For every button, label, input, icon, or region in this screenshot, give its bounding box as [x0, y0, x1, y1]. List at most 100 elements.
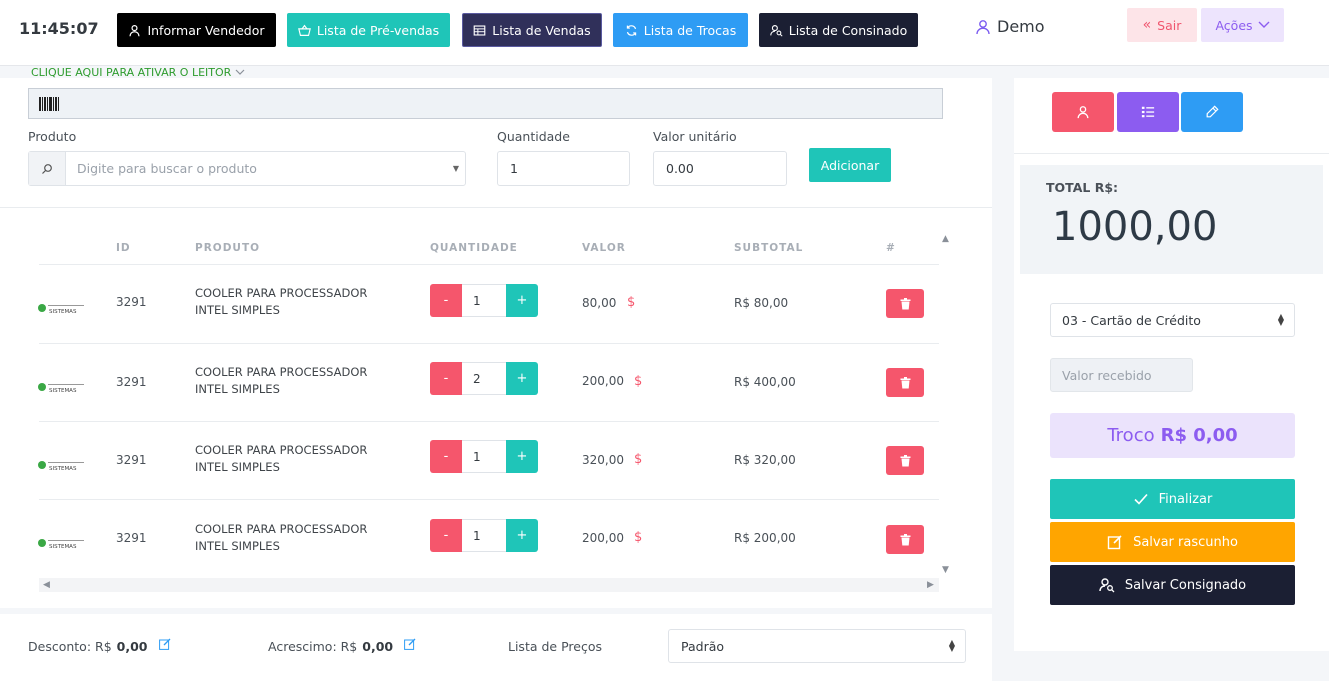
desconto-value: 0,00	[116, 639, 148, 654]
edit-sale-button[interactable]	[1181, 92, 1243, 132]
desconto: Desconto: R$ 0,00	[28, 638, 171, 654]
lista-trocas-label: Lista de Trocas	[643, 22, 737, 38]
finalizar-button[interactable]: Finalizar	[1050, 479, 1295, 519]
valor-recebido-input[interactable]: Valor recebido	[1050, 358, 1193, 392]
payment-method-select[interactable]: 03 - Cartão de Crédito ▲ ▼	[1050, 303, 1295, 337]
adicionar-button[interactable]: Adicionar	[809, 148, 891, 182]
acrescimo-label: Acrescimo: R$	[268, 639, 358, 654]
row-id: 3291	[116, 295, 147, 309]
caret-down-icon: ▼	[452, 164, 460, 173]
edit-icon[interactable]	[158, 638, 171, 650]
acoes-dropdown[interactable]: Ações	[1201, 8, 1284, 42]
product-search-select[interactable]: Digite para buscar o produto ▼	[28, 151, 466, 186]
increase-button[interactable]: +	[506, 440, 538, 473]
product-search-placeholder: Digite para buscar o produto	[77, 161, 257, 176]
double-chevron-left-icon: «	[1142, 17, 1152, 33]
edit-price-icon[interactable]: $	[634, 374, 643, 389]
activate-reader-link[interactable]: CLIQUE AQUI PARA ATIVAR O LEITOR	[31, 66, 245, 79]
row-valor: 320,00	[582, 453, 624, 467]
delete-row-button[interactable]	[886, 446, 924, 475]
lista-trocas-button[interactable]: Lista de Trocas	[613, 13, 748, 47]
salvar-consignado-button[interactable]: Salvar Consignado	[1050, 565, 1295, 605]
quantidade-input[interactable]: 1	[497, 151, 630, 186]
edit-price-icon[interactable]: $	[634, 530, 643, 545]
decrease-button[interactable]: -	[430, 362, 462, 395]
search-icon	[29, 152, 66, 185]
total-label: TOTAL R$:	[1046, 180, 1119, 195]
increase-button[interactable]: +	[506, 362, 538, 395]
lista-vendas-label: Lista de Vendas	[492, 22, 591, 38]
edit-price-icon[interactable]: $	[634, 452, 643, 467]
delete-row-button[interactable]	[886, 289, 924, 318]
valor-unitario-input[interactable]: 0.00	[653, 151, 787, 186]
list-button[interactable]	[1117, 92, 1179, 132]
edit-icon[interactable]	[404, 638, 416, 650]
lista-pre-vendas-label: Lista de Pré-vendas	[316, 22, 440, 38]
row-valor: 80,00	[582, 296, 617, 310]
row-product-name: COOLER PARA PROCESSADOR INTEL SIMPLES	[195, 286, 368, 317]
quantity-stepper: - 1 +	[430, 519, 538, 552]
lista-pre-vendas-button[interactable]: Lista de Pré-vendas	[287, 13, 450, 47]
quantity-value[interactable]: 1	[462, 440, 506, 473]
user-icon	[1077, 106, 1089, 119]
decrease-button[interactable]: -	[430, 440, 462, 473]
col-header-actions: #	[886, 242, 896, 254]
user-menu[interactable]: Demo	[975, 17, 1045, 36]
horizontal-scrollbar[interactable]	[39, 578, 939, 592]
informar-vendedor-button[interactable]: Informar Vendedor	[117, 13, 276, 47]
user-icon	[976, 19, 990, 34]
barcode-input[interactable]	[28, 88, 943, 119]
product-logo: SISTEMAS	[38, 539, 84, 550]
increase-button[interactable]: +	[506, 519, 538, 552]
quantity-value[interactable]: 1	[462, 284, 506, 317]
scroll-left-arrow-icon[interactable]: ◀	[43, 580, 50, 590]
salvar-rascunho-button[interactable]: Salvar rascunho	[1050, 522, 1295, 562]
product-logo: SISTEMAS	[38, 304, 84, 315]
quantity-stepper: - 1 +	[430, 440, 538, 473]
desconto-label: Desconto: R$	[28, 639, 112, 654]
row-id: 3291	[116, 531, 147, 545]
sair-button[interactable]: « Sair	[1127, 8, 1197, 42]
clock: 11:45:07	[19, 19, 99, 38]
total-box	[1020, 165, 1323, 274]
edit-price-icon[interactable]: $	[627, 295, 636, 310]
troco-value: R$ 0,00	[1160, 425, 1238, 446]
scroll-up-arrow-icon[interactable]: ▲	[942, 234, 949, 244]
lista-precos-label: Lista de Preços	[508, 639, 602, 654]
refresh-icon	[626, 24, 636, 36]
lista-consinado-button[interactable]: Lista de Consinado	[759, 13, 918, 47]
top-bar: 11:45:07 Informar Vendedor Lista de Pré-…	[0, 0, 1329, 66]
delete-row-button[interactable]	[886, 525, 924, 554]
row-product-name: COOLER PARA PROCESSADOR INTEL SIMPLES	[195, 365, 368, 396]
row-product-name: COOLER PARA PROCESSADOR INTEL SIMPLES	[195, 522, 368, 553]
table-icon	[473, 24, 486, 36]
lista-vendas-button[interactable]: Lista de Vendas	[462, 13, 602, 47]
sair-label: Sair	[1157, 17, 1182, 33]
decrease-button[interactable]: -	[430, 284, 462, 317]
price-list-select[interactable]: Padrão ▲ ▼	[668, 629, 966, 663]
quantity-value[interactable]: 1	[462, 519, 506, 552]
activate-reader-label: CLIQUE AQUI PARA ATIVAR O LEITOR	[31, 66, 232, 79]
sort-caret-icon: ▲ ▼	[1277, 312, 1284, 327]
troco-label: Troco	[1107, 425, 1155, 446]
scroll-right-arrow-icon[interactable]: ▶	[927, 580, 934, 590]
trash-icon	[900, 297, 910, 309]
increase-button[interactable]: +	[506, 284, 538, 317]
row-valor: 200,00	[582, 531, 624, 545]
customer-button[interactable]	[1052, 92, 1114, 132]
quantity-value[interactable]: 2	[462, 362, 506, 395]
checkout-card: TOTAL R$: 1000,00 03 - Cartão de Crédito…	[1014, 78, 1329, 651]
row-divider	[39, 421, 939, 422]
produto-label: Produto	[28, 129, 77, 144]
row-subtotal: R$ 320,00	[734, 453, 796, 467]
row-subtotal: R$ 400,00	[734, 375, 796, 389]
divider	[1014, 153, 1329, 154]
decrease-button[interactable]: -	[430, 519, 462, 552]
delete-row-button[interactable]	[886, 368, 924, 397]
col-header-id: ID	[116, 242, 131, 254]
scroll-down-arrow-icon[interactable]: ▼	[942, 565, 949, 575]
divider	[0, 207, 992, 208]
row-id: 3291	[116, 375, 147, 389]
product-logo: SISTEMAS	[38, 461, 84, 472]
row-product-name: COOLER PARA PROCESSADOR INTEL SIMPLES	[195, 443, 368, 474]
